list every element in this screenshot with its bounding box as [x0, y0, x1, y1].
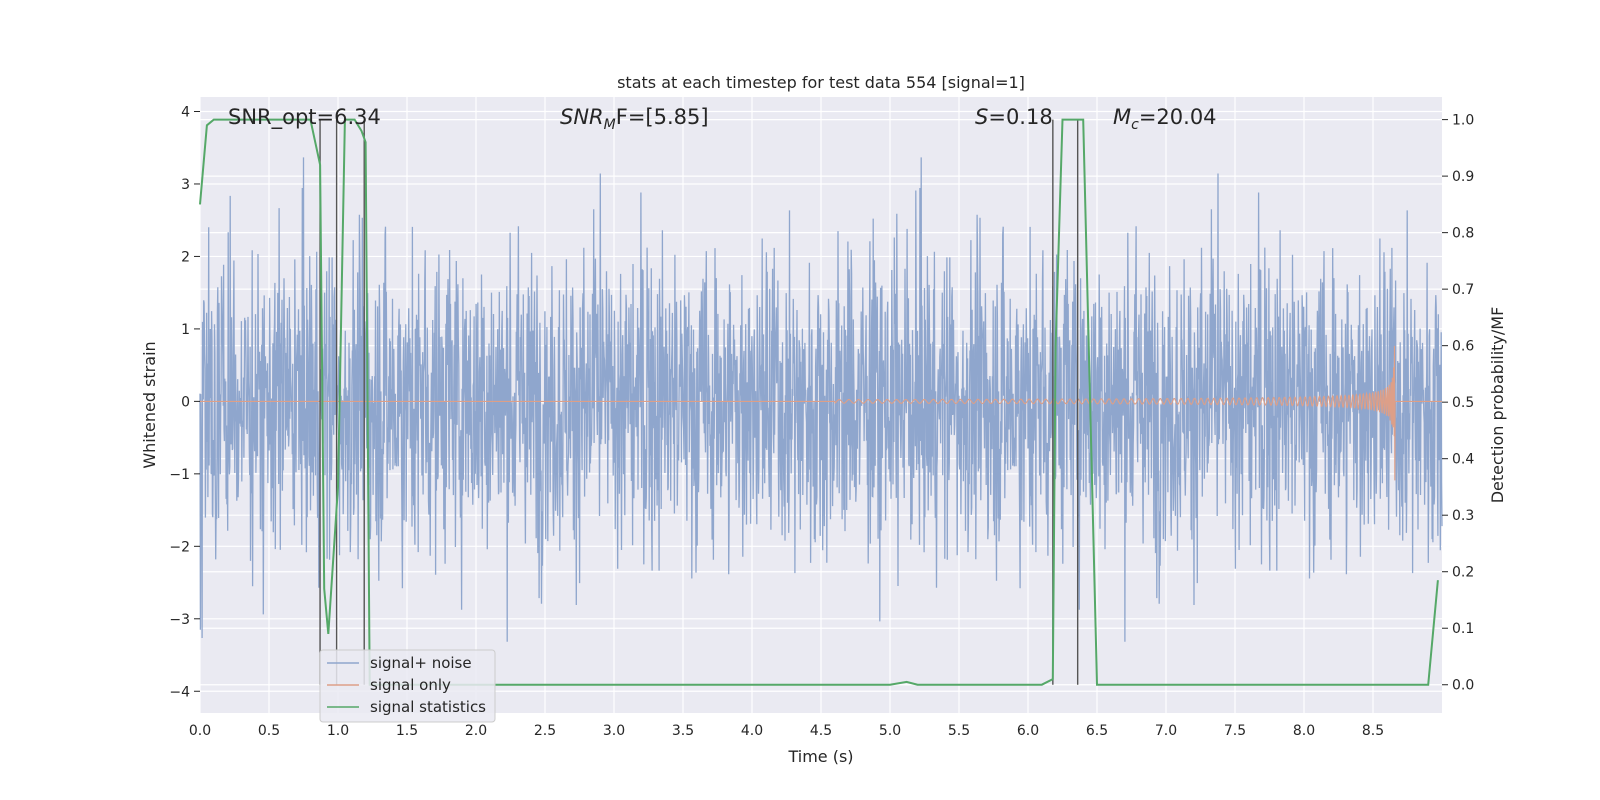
x-tick-1: 0.5 [258, 723, 280, 739]
y-right-tick-7: 0.3 [1452, 508, 1474, 524]
mc-sub: c [1131, 117, 1139, 133]
x-axis-ticks: 0.0 0.5 1.0 1.5 2.0 2.5 3.0 3.5 4.0 4.5 5.0 5.5 6.0 6… [189, 723, 1384, 739]
x-tick-7: 3.5 [672, 723, 694, 739]
y-tick-0: 4 [181, 104, 190, 120]
series-signal-noise-line [199, 157, 1443, 642]
y-right-tick-1: 0.9 [1452, 169, 1474, 185]
x-tick-2: 1.0 [327, 723, 349, 739]
snr-mf-rest: F=[5.85] [616, 105, 709, 129]
y-right-tick-4: 0.6 [1452, 339, 1474, 355]
annotation-s: S=0.18 [975, 105, 1053, 129]
y-tick-2: 2 [181, 249, 190, 265]
x-tick-14: 7.0 [1155, 723, 1177, 739]
y-tick-5: −1 [169, 467, 190, 483]
y-tick-7: −3 [169, 612, 190, 628]
y-axis-ticks: 4 3 2 1 0 −1 −2 −3 −4 [169, 104, 200, 700]
x-tick-5: 2.5 [534, 723, 556, 739]
x-tick-6: 3.0 [603, 723, 625, 739]
y-tick-4: 0 [181, 394, 190, 410]
annotation-mc: Mc=20.04 [1113, 105, 1217, 133]
x-tick-0: 0.0 [189, 723, 211, 739]
noise-series [199, 157, 1443, 642]
x-tick-17: 8.5 [1362, 723, 1384, 739]
snr-mf-base: SNR [560, 105, 604, 129]
y-right-axis-label: Detection probability/MF [1488, 307, 1507, 504]
s-value: =0.18 [988, 105, 1052, 129]
legend: signal+ noise signal only signal statist… [319, 649, 496, 723]
x-tick-11: 5.5 [948, 723, 970, 739]
y-tick-3: 1 [181, 322, 190, 338]
x-tick-10: 5.0 [879, 723, 901, 739]
x-tick-8: 4.0 [741, 723, 763, 739]
mc-label: M [1113, 105, 1131, 129]
y-right-tick-6: 0.4 [1452, 452, 1474, 468]
y-right-tick-5: 0.5 [1452, 395, 1474, 411]
legend-label-stats: signal statistics [370, 698, 486, 716]
legend-label-noise: signal+ noise [370, 654, 472, 672]
annotation-snr-mf: SNRMF=[5.85] [560, 105, 709, 133]
y-right-tick-3: 0.7 [1452, 282, 1474, 298]
y-tick-8: −4 [169, 684, 190, 700]
x-tick-16: 8.0 [1293, 723, 1315, 739]
signal-series [200, 345, 1442, 481]
y-tick-6: −2 [169, 539, 190, 555]
y-right-axis-ticks: 1.0 0.9 0.8 0.7 0.6 0.5 0.4 0.3 0.2 0.1 0.0 [1442, 113, 1474, 694]
x-tick-15: 7.5 [1224, 723, 1246, 739]
legend-label-signal: signal only [370, 676, 451, 694]
series-signal-only-line [200, 345, 1442, 481]
x-tick-9: 4.5 [810, 723, 832, 739]
snr-mf-sub: M [604, 117, 616, 133]
y-tick-1: 3 [181, 177, 190, 193]
legend-box [319, 649, 496, 723]
y-axis-label: Whitened strain [140, 341, 159, 468]
x-tick-13: 6.5 [1086, 723, 1108, 739]
y-right-tick-10: 0.0 [1452, 678, 1474, 694]
x-tick-4: 2.0 [465, 723, 487, 739]
x-tick-3: 1.5 [396, 723, 418, 739]
y-right-tick-0: 1.0 [1452, 113, 1474, 129]
y-right-tick-8: 0.2 [1452, 565, 1474, 581]
x-tick-12: 6.0 [1017, 723, 1039, 739]
y-right-tick-2: 0.8 [1452, 226, 1474, 242]
annotation-snr-opt: SNR_opt=6.34 [228, 105, 381, 130]
s-label: S [975, 105, 988, 129]
mc-value: =20.04 [1139, 105, 1217, 129]
y-right-tick-9: 0.1 [1452, 621, 1474, 637]
chart-title: stats at each timestep for test data 554… [617, 73, 1025, 92]
x-axis-label: Time (s) [787, 747, 853, 766]
